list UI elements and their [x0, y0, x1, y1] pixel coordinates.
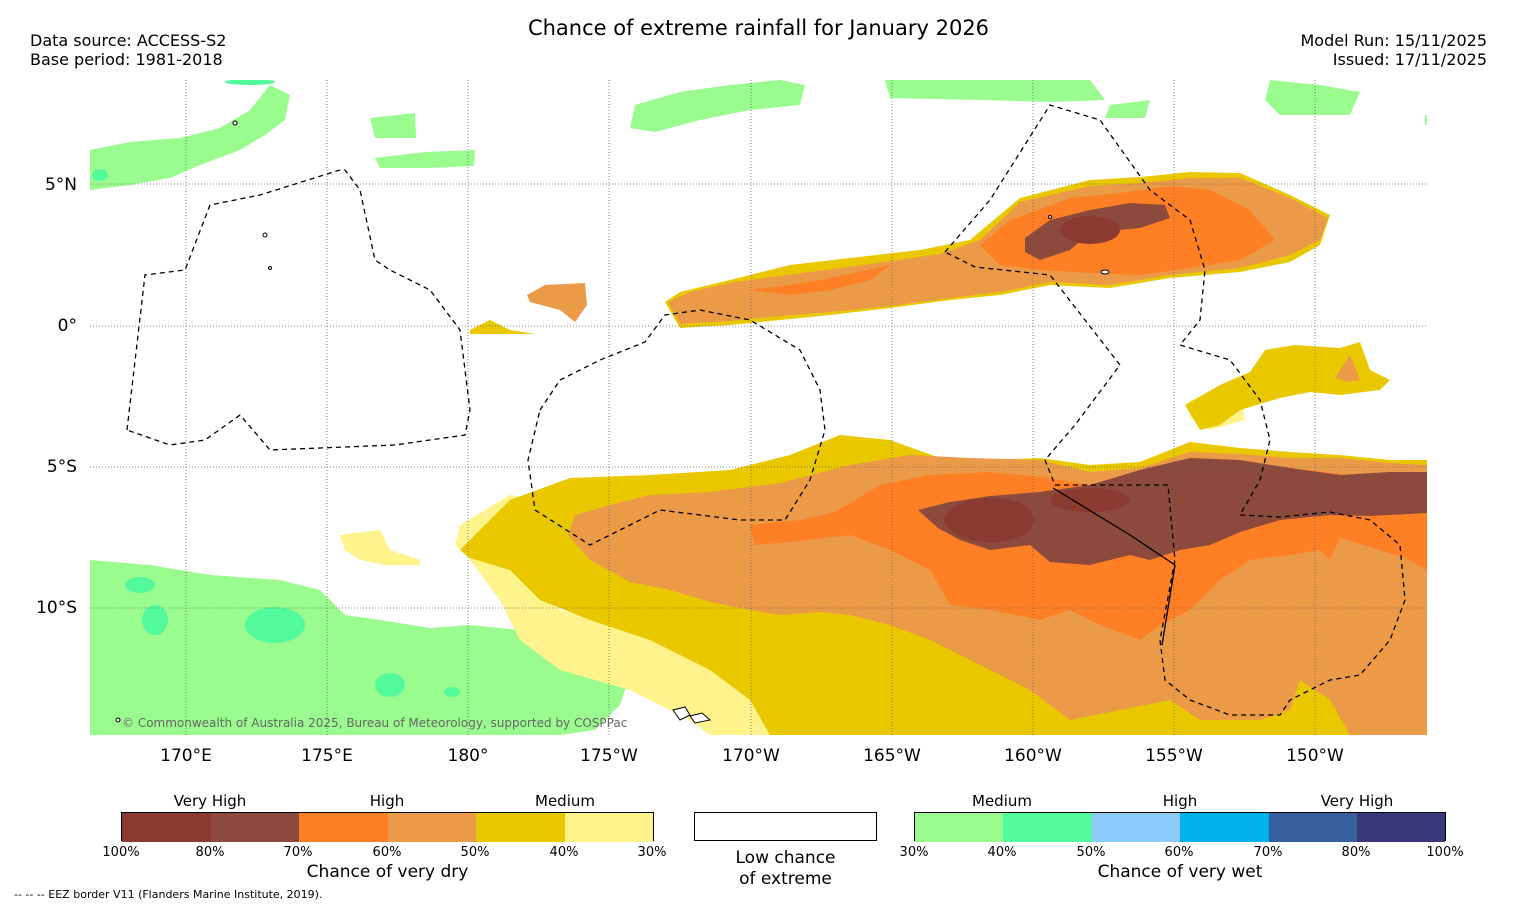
- eez-note: -- -- -- EEZ border V11 (Flanders Marine…: [14, 888, 323, 901]
- dry-tick-50: 50%: [460, 845, 490, 860]
- lat-label-10s: 10°S: [36, 598, 77, 618]
- wet-colorbar: [914, 812, 1446, 842]
- wet-swatch-40-50: [1003, 813, 1093, 842]
- dry-swatch-60-50: [388, 813, 477, 842]
- dry-swatch-50-40: [476, 813, 566, 842]
- low-chance-label-line2: of extreme: [739, 869, 832, 889]
- wet-tick-80: 80%: [1341, 845, 1371, 860]
- eez-solid-border: [1052, 487, 1176, 646]
- chart-title: Chance of extreme rainfall for January 2…: [527, 16, 990, 40]
- lat-label-5n: 5°N: [44, 175, 77, 195]
- lat-label-0: 0°: [57, 316, 77, 336]
- lon-label-170w: 170°W: [722, 746, 780, 766]
- model-run: Model Run: 15/11/2025: [1300, 31, 1488, 50]
- dry-tick-40: 40%: [549, 845, 579, 860]
- lon-label-170e: 170°E: [160, 746, 212, 766]
- wet-swatch-70-80: [1269, 813, 1358, 842]
- wet-tick-40: 40%: [987, 845, 1017, 860]
- dry-swatch-100-80: [122, 813, 212, 842]
- low-chance-label-line1: Low chance: [735, 848, 836, 868]
- dry-tick-100: 100%: [102, 845, 140, 860]
- dry-legend-title: Chance of very dry: [306, 862, 469, 882]
- wet-medium-regions: [90, 80, 1427, 735]
- wet-swatch-60-70: [1180, 813, 1270, 842]
- wet-tick-60: 60%: [1164, 845, 1194, 860]
- wet-swatch-50-60: [1092, 813, 1181, 842]
- dry-tick-70: 70%: [283, 845, 313, 860]
- dry-category-high: High: [369, 792, 405, 810]
- lon-label-155w: 155°W: [1145, 746, 1203, 766]
- lat-label-5s: 5°S: [46, 457, 77, 477]
- wet-tick-30: 30%: [899, 845, 929, 860]
- wet-category-medium: Medium: [972, 792, 1032, 810]
- eez-borders: [126, 104, 1406, 716]
- dry-tick-80: 80%: [195, 845, 225, 860]
- base-period: Base period: 1981-2018: [30, 50, 223, 69]
- wet-swatch-30-40: [915, 813, 1004, 842]
- lon-label-165w: 165°W: [863, 746, 921, 766]
- wet-legend-title: Chance of very wet: [1097, 862, 1263, 882]
- dry-tick-30: 30%: [637, 845, 667, 860]
- wet-tick-50: 50%: [1076, 845, 1106, 860]
- rainfall-map: [90, 80, 1427, 735]
- dry-very-high-darker-regions: [945, 216, 1130, 542]
- lon-label-160w: 160°W: [1004, 746, 1062, 766]
- copyright-notice: © Commonwealth of Australia 2025, Bureau…: [122, 716, 628, 730]
- wet-swatch-80-100: [1357, 813, 1445, 842]
- islands: [115, 120, 1110, 724]
- lon-label-175e: 175°E: [301, 746, 353, 766]
- dry-swatch-80-70: [211, 813, 300, 842]
- dry-category-medium: Medium: [535, 792, 595, 810]
- wet-category-high: High: [1162, 792, 1198, 810]
- dry-swatch-40-30: [565, 813, 653, 842]
- issued-date: Issued: 17/11/2025: [1332, 50, 1487, 69]
- wet-medium-high-regions: [92, 80, 460, 697]
- gridlines: [90, 80, 1427, 735]
- wet-category-very-high: Very High: [1320, 792, 1394, 810]
- dry-tick-60: 60%: [372, 845, 402, 860]
- wet-tick-100: 100%: [1426, 845, 1464, 860]
- low-chance-swatch: [694, 812, 877, 841]
- wet-tick-70: 70%: [1253, 845, 1283, 860]
- lon-label-175w: 175°W: [580, 746, 638, 766]
- data-source: Data source: ACCESS-S2: [30, 31, 227, 50]
- dry-category-very-high: Very High: [173, 792, 247, 810]
- lon-label-150w: 150°W: [1286, 746, 1344, 766]
- dry-swatch-70-60: [299, 813, 389, 842]
- lon-label-180: 180°: [447, 746, 489, 766]
- dry-colorbar: [121, 812, 654, 842]
